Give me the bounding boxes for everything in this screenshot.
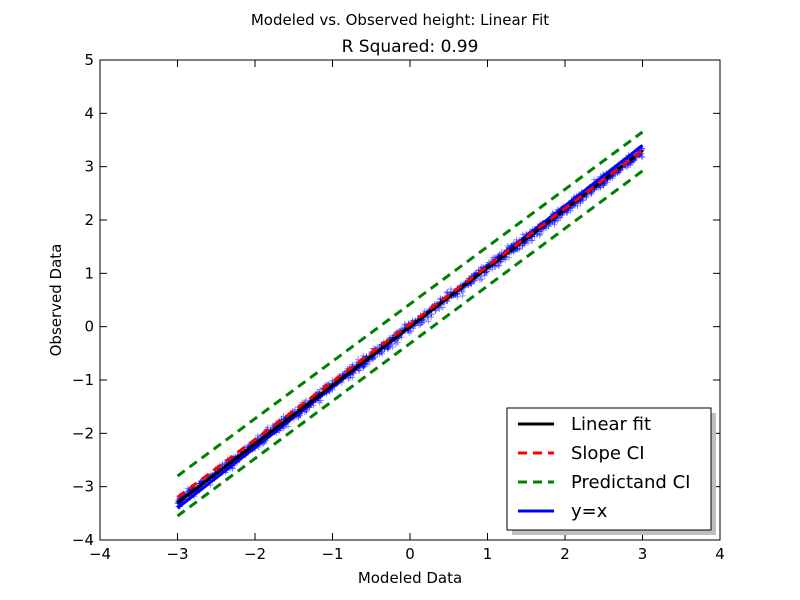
y-tick-label: 4: [84, 104, 94, 122]
y-tick-label: 2: [84, 211, 94, 229]
x-tick-label: −1: [321, 545, 343, 563]
scatter-point: [384, 346, 391, 353]
x-tick-label: −4: [89, 545, 111, 563]
scatter-point: [478, 276, 485, 283]
x-tick-label: 4: [715, 545, 725, 563]
y-axis-ticks: −4 −3 −2 −1 0 1 2 3 4 5: [72, 51, 720, 549]
scatter-point: [459, 292, 466, 299]
scatter-point: [406, 329, 413, 336]
scatter-point: [597, 183, 604, 190]
scatter-point: [428, 314, 435, 321]
scatter-point: [386, 334, 393, 341]
legend-label: Slope CI: [571, 443, 645, 464]
x-tick-label: 0: [405, 545, 415, 563]
scatter-point: [516, 245, 523, 252]
chart-title: R Squared: 0.99: [342, 37, 479, 57]
scatter-point: [349, 374, 356, 381]
y-tick-label: 3: [84, 158, 94, 176]
scatter-point: [425, 318, 432, 325]
y-tick-label: 5: [84, 51, 94, 69]
x-tick-label: −2: [244, 545, 266, 563]
scatter-point: [506, 254, 513, 261]
x-axis-label: Modeled Data: [358, 569, 462, 587]
y-tick-label: −4: [72, 531, 94, 549]
y-tick-label: −1: [72, 371, 94, 389]
scatter-point: [439, 304, 446, 311]
scatter-point: [417, 321, 424, 328]
scatter-point: [624, 162, 631, 169]
scatter-point: [378, 350, 385, 357]
scatter-point: [524, 240, 531, 247]
x-tick-label: 3: [638, 545, 648, 563]
scatter-point: [600, 180, 607, 187]
x-axis-ticks: −4 −3 −2 −1 0 1 2 3 4: [89, 60, 725, 563]
scatter-point: [436, 305, 443, 312]
scatter-point: [513, 236, 520, 243]
x-tick-label: −3: [166, 545, 188, 563]
legend-label: y=x: [571, 501, 608, 522]
fit-lines: [176, 130, 644, 518]
scatter-point: [418, 320, 425, 327]
y-tick-label: −2: [72, 424, 94, 442]
x-tick-label: 1: [483, 545, 493, 563]
scatter-point: [519, 231, 526, 238]
y-tick-label: 0: [84, 318, 94, 336]
series-line-slope-ci: [176, 149, 644, 499]
scatter-point: [489, 266, 496, 273]
scatter-point: [454, 293, 461, 300]
scatter-point: [554, 217, 561, 224]
scatter-point: [394, 339, 401, 346]
scatter-point: [588, 191, 595, 198]
chart-suptitle: Modeled vs. Observed height: Linear Fit: [251, 11, 549, 29]
series-line-predictand-ci: [176, 169, 644, 518]
legend-label: Linear fit: [571, 414, 651, 435]
scatter-point: [551, 218, 558, 225]
legend: Linear fit Slope CI Predictand CI y=x: [506, 407, 716, 535]
y-axis-label: Observed Data: [47, 244, 65, 357]
x-tick-label: 2: [560, 545, 570, 563]
y-tick-label: 1: [84, 264, 94, 282]
series-line-predictand-ci-upper: [176, 130, 644, 478]
legend-label: Predictand CI: [571, 472, 690, 493]
y-tick-label: −3: [72, 478, 94, 496]
scatter-point: [490, 254, 497, 261]
